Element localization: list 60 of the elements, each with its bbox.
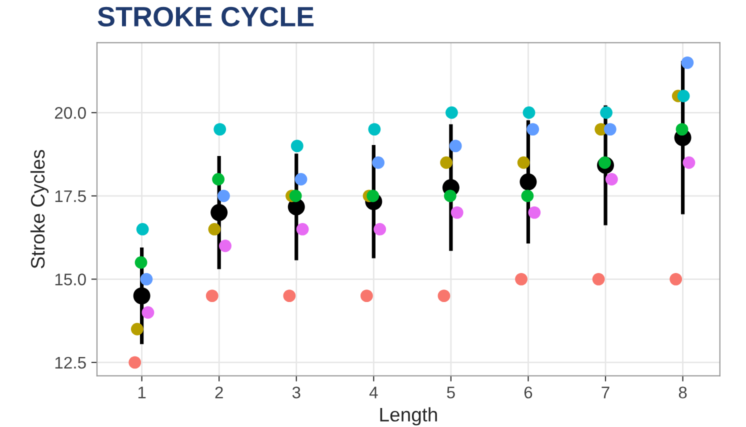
point [450, 206, 464, 219]
point [128, 356, 142, 369]
x-axis-title: Length [380, 407, 437, 426]
point [130, 322, 144, 336]
point [440, 156, 453, 169]
y-axis-title: Stroke Cycles [30, 150, 49, 268]
x-tick-label: 6 [524, 386, 532, 398]
point [133, 287, 150, 304]
point [134, 256, 148, 269]
y-tick-label: 15.0 [55, 274, 86, 286]
point [592, 272, 605, 286]
point [283, 290, 296, 302]
point [449, 140, 462, 152]
point [444, 190, 456, 202]
point [676, 123, 688, 136]
x-tick-label: 3 [292, 386, 300, 398]
point [208, 223, 221, 236]
point [206, 290, 218, 302]
point [289, 190, 302, 202]
point [374, 223, 386, 236]
point [670, 272, 682, 286]
point [517, 156, 530, 169]
point [142, 306, 154, 319]
y-tick-label: 12.5 [55, 356, 86, 369]
point [682, 156, 696, 169]
x-tick-label: 2 [215, 386, 223, 398]
x-tick-label: 7 [602, 386, 610, 398]
point [520, 173, 537, 190]
y-tick-label: 17.5 [55, 190, 86, 202]
point [681, 56, 694, 69]
point [522, 106, 536, 119]
point [136, 223, 149, 236]
point [528, 206, 541, 219]
point [600, 106, 612, 119]
point [604, 123, 616, 136]
point [677, 90, 690, 102]
point [515, 272, 528, 286]
point [140, 272, 153, 286]
point [372, 156, 385, 169]
point [294, 173, 308, 186]
point [210, 204, 228, 222]
point [360, 290, 373, 302]
x-tick-label: 5 [446, 386, 455, 398]
y-tick-label: 20.0 [54, 107, 86, 119]
point [368, 123, 381, 136]
point [446, 106, 458, 119]
point [219, 240, 232, 252]
point [526, 123, 540, 136]
point [296, 223, 309, 236]
point [290, 140, 304, 152]
point [218, 190, 230, 202]
chart-title: STROKE CYCLE [98, 6, 314, 27]
point [212, 173, 225, 186]
x-tick-label: 4 [369, 386, 378, 398]
x-tick-label: 8 [678, 386, 687, 398]
point [438, 290, 450, 302]
point [521, 190, 534, 202]
point [605, 173, 618, 186]
point [214, 123, 226, 136]
x-tick-label: 1 [138, 386, 146, 398]
